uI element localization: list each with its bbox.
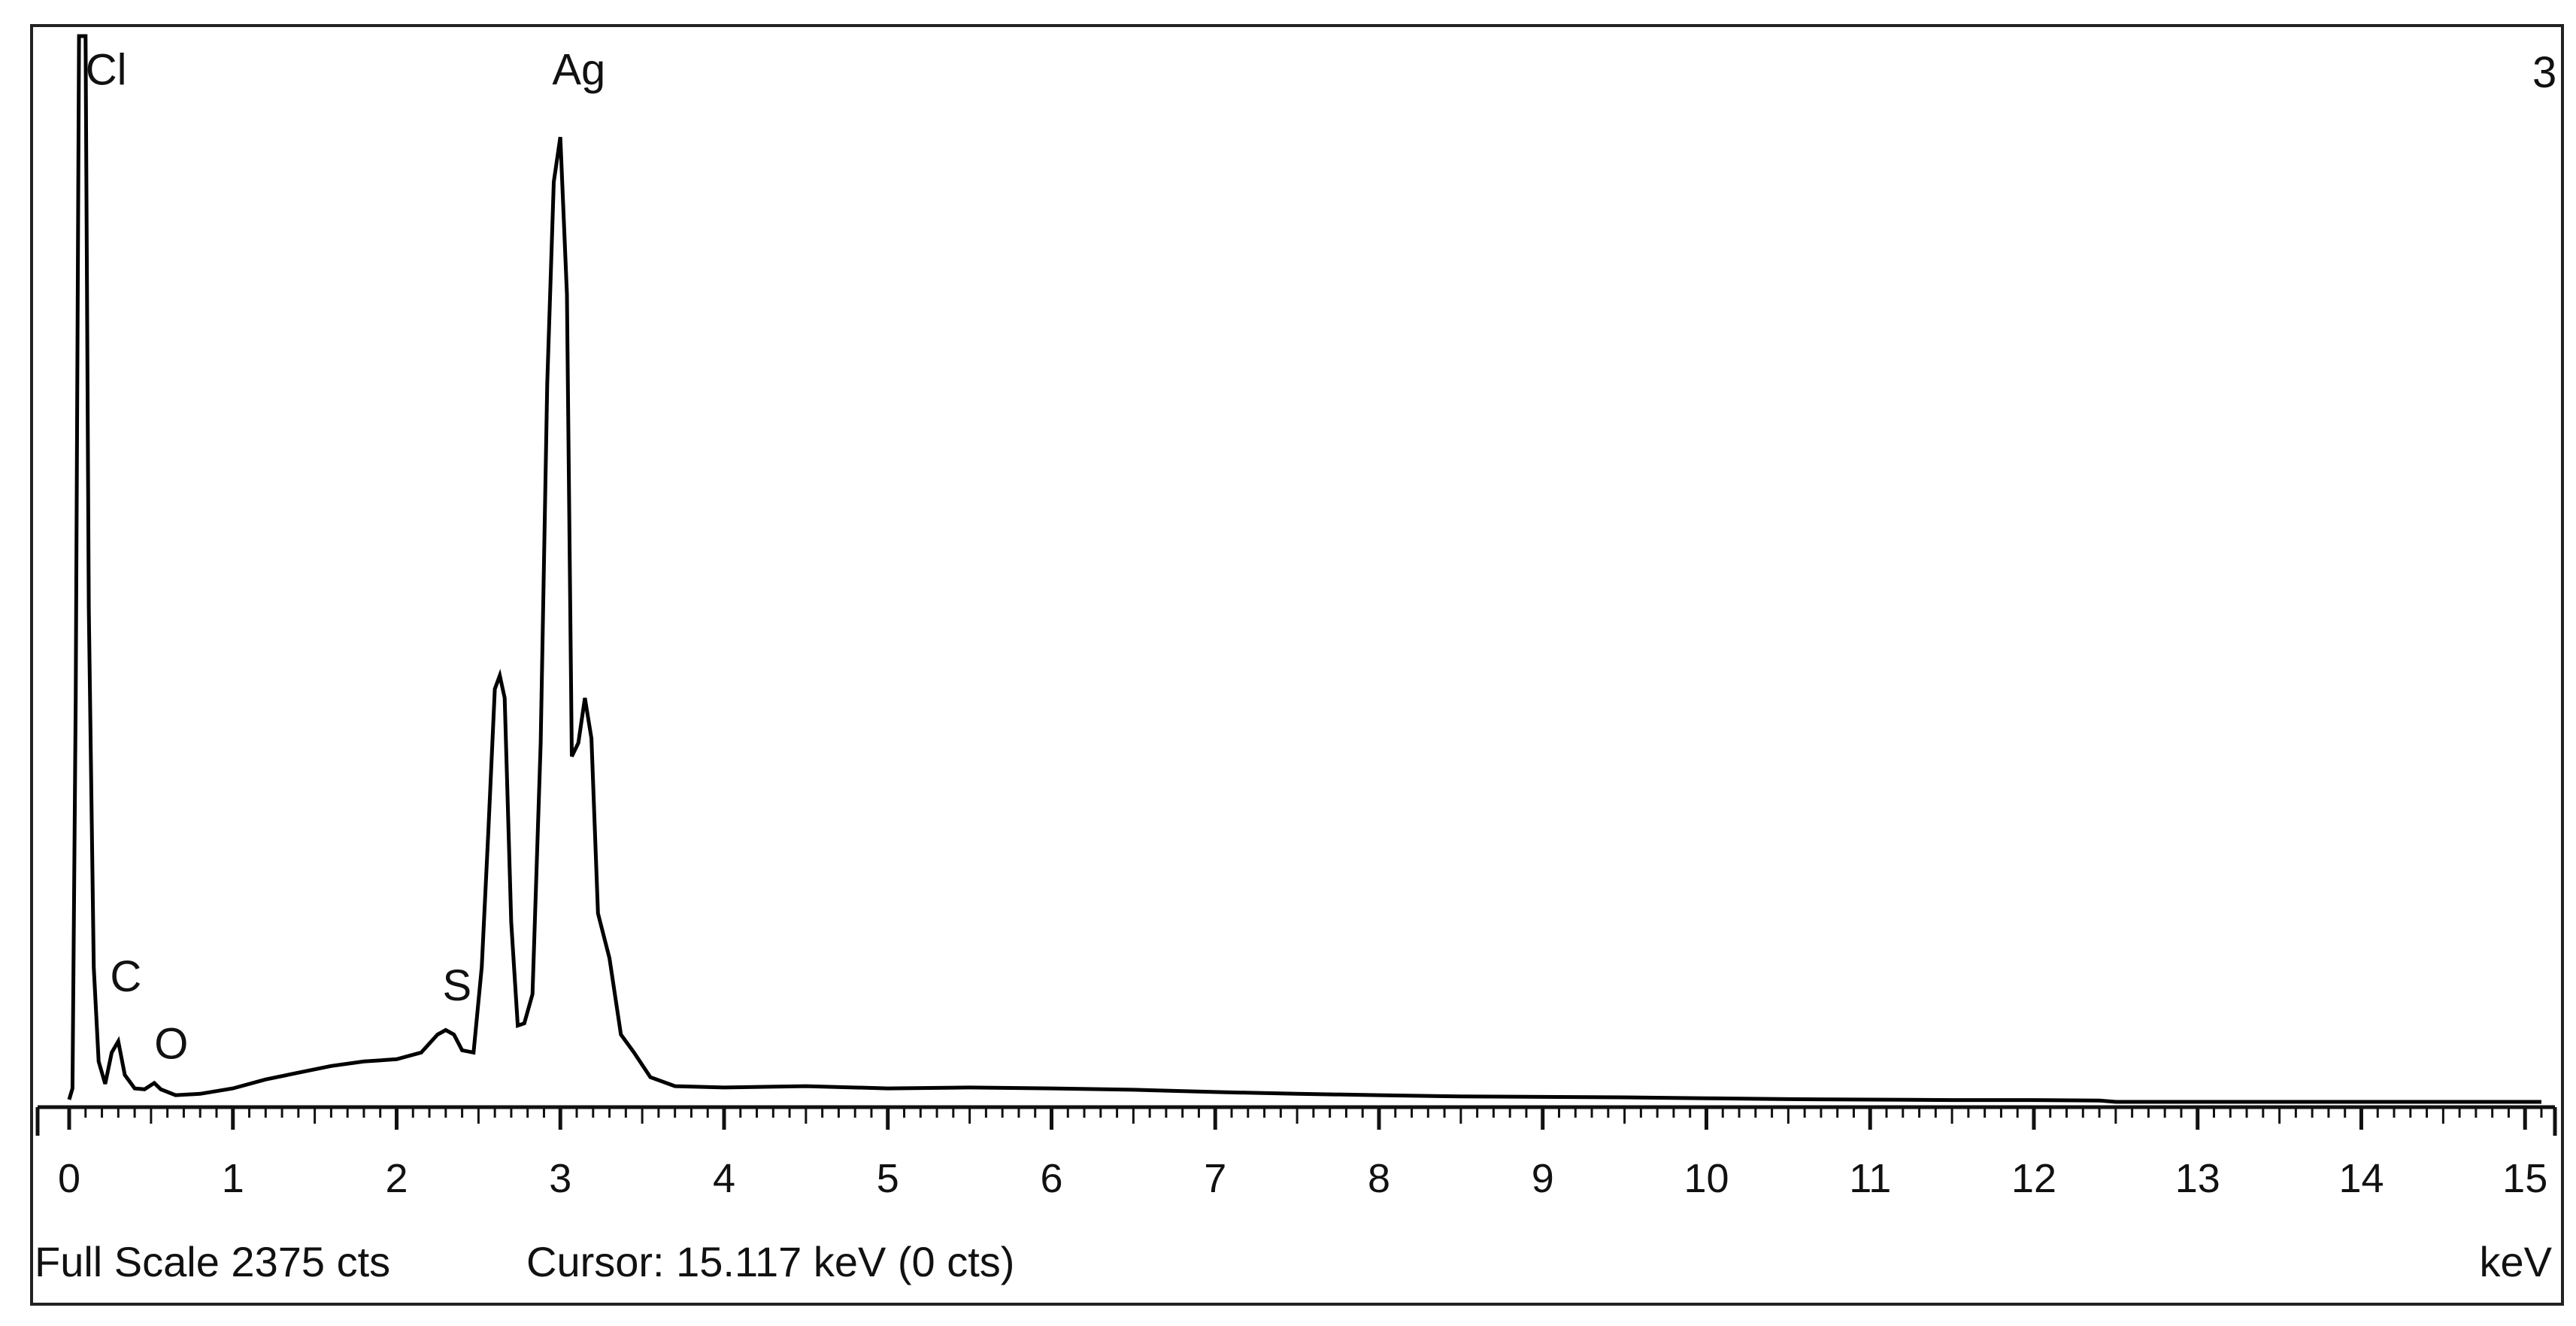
spectrum-line-0 <box>67 34 2541 1104</box>
x-tick-label: 10 <box>1683 1156 1729 1201</box>
cursor-readout: Cursor: 15.117 keV (0 cts) <box>526 1238 1014 1285</box>
x-tick-label: 12 <box>2011 1156 2056 1201</box>
x-tick-label: 6 <box>1040 1156 1062 1201</box>
peak-label-c: C <box>110 952 141 1001</box>
x-tick-label: 4 <box>713 1156 735 1201</box>
full-scale-readout: Full Scale 2375 cts <box>35 1238 390 1285</box>
peak-labels: Cl Ag CO S <box>86 46 606 1069</box>
x-tick-label: 11 <box>1849 1156 1891 1201</box>
peak-label-s: S <box>442 961 471 1010</box>
x-axis-ticks <box>67 1107 2543 1130</box>
x-tick-label: 7 <box>1204 1156 1226 1201</box>
spectrum-series <box>67 34 2541 1104</box>
x-axis-tick-labels: 0 1 2 3 4 5 6 7 8 9 10 11 12 13 14 15 <box>58 1156 2547 1201</box>
x-tick-label: 5 <box>877 1156 899 1201</box>
x-tick-label: 1 <box>222 1156 244 1201</box>
x-tick-label: 8 <box>1368 1156 1390 1201</box>
plot-area <box>38 33 2556 1101</box>
x-tick-label: 3 <box>549 1156 571 1201</box>
peak-label-ag: Ag <box>552 46 605 95</box>
x-axis-unit-label: keV <box>2480 1238 2553 1285</box>
peak-label-o: O <box>154 1019 188 1068</box>
x-tick-label: 13 <box>2175 1156 2220 1201</box>
x-tick-label: 9 <box>1532 1156 1554 1201</box>
x-tick-label: 14 <box>2338 1156 2384 1201</box>
x-tick-label: 15 <box>2502 1156 2547 1201</box>
top-right-marker: 3 <box>2532 48 2556 97</box>
peak-label-cl: Cl <box>86 46 127 95</box>
x-tick-label: 0 <box>58 1156 80 1201</box>
x-tick-label: 2 <box>385 1156 408 1201</box>
